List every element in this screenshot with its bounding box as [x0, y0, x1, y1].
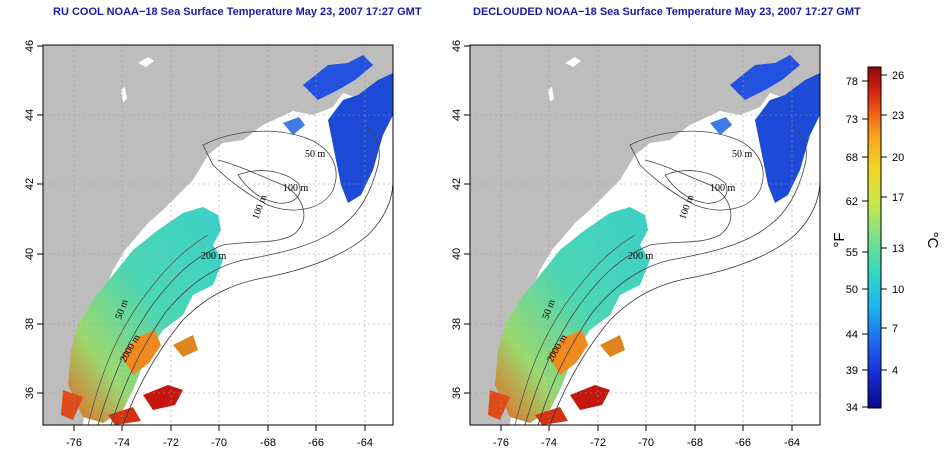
lat-tick-label: 36 — [451, 387, 463, 399]
right-plot-frame — [469, 44, 821, 426]
fahrenheit-tick-label: 39 — [846, 365, 858, 377]
left-map-panel: 50 m 100 m 200 m 50 m 2000 m 100 m — [42, 44, 394, 426]
lon-tick-label: -66 — [735, 437, 751, 449]
lon-tick-label: -74 — [541, 437, 557, 449]
lon-tick-label: -68 — [687, 437, 703, 449]
lon-tick-label: -74 — [114, 437, 130, 449]
right-lon-ticks: -76 -74 -72 -70 -68 -66 -64 — [493, 425, 800, 449]
lat-tick-label: 42 — [451, 178, 463, 190]
contour-label: 100 m — [283, 183, 309, 194]
celsius-tick-label: 17 — [892, 192, 904, 204]
fahrenheit-tick-label: 68 — [846, 152, 858, 164]
lat-tick-label: 38 — [24, 318, 36, 330]
left-plot-frame — [42, 44, 394, 426]
lon-tick-label: -68 — [260, 437, 276, 449]
lat-tick-label: 40 — [451, 248, 463, 260]
left-lon-ticks: -76 -74 -72 -70 -68 -66 -64 — [66, 425, 373, 449]
lat-tick-label: 44 — [24, 109, 36, 121]
fahrenheit-tick-label: 55 — [846, 247, 858, 259]
celsius-unit-label: °C — [924, 232, 941, 249]
right-map-panel: 50 m 100 m 200 m 50 m 2000 m 100 m — [469, 44, 821, 426]
lat-tick-label: 36 — [24, 387, 36, 399]
contour-label: 50 m — [305, 149, 326, 160]
fahrenheit-tick-label: 44 — [846, 329, 858, 341]
lon-tick-label: -76 — [493, 437, 509, 449]
lat-tick-label: 42 — [24, 178, 36, 190]
fahrenheit-tick-label: 34 — [846, 402, 858, 414]
contour-label: 50 m — [732, 149, 753, 160]
fahrenheit-unit-label: °F — [831, 232, 848, 247]
lon-tick-label: -64 — [784, 437, 800, 449]
fahrenheit-tick-label: 50 — [846, 284, 858, 296]
lat-tick-label: 44 — [451, 109, 463, 121]
colorbar-gradient — [867, 66, 882, 409]
fahrenheit-tick-label: 62 — [846, 196, 858, 208]
left-panel-title: RU COOL NOAA−18 Sea Surface Temperature … — [53, 6, 422, 18]
fahrenheit-tick-label: 73 — [846, 114, 858, 126]
right-lat-ticks: 46 44 42 40 38 36 — [451, 40, 470, 399]
left-gridlines — [43, 45, 393, 425]
lon-tick-label: -72 — [163, 437, 179, 449]
celsius-tick-label: 7 — [892, 323, 898, 335]
celsius-tick-label: 4 — [892, 365, 898, 377]
lon-tick-label: -76 — [66, 437, 82, 449]
celsius-tick-label: 10 — [892, 284, 904, 296]
lat-tick-label: 46 — [24, 40, 36, 52]
temperature-colorbar: 78 73 68 62 55 50 44 39 34 26 23 20 17 1… — [831, 66, 941, 414]
contour-label: 100 m — [710, 183, 736, 194]
lat-tick-label: 46 — [451, 40, 463, 52]
lat-tick-label: 40 — [24, 248, 36, 260]
lon-tick-label: -70 — [638, 437, 654, 449]
lat-tick-label: 38 — [451, 318, 463, 330]
celsius-tick-label: 26 — [892, 70, 904, 82]
celsius-tick-label: 23 — [892, 110, 904, 122]
contour-label: 200 m — [201, 251, 227, 262]
lon-tick-label: -72 — [590, 437, 606, 449]
lon-tick-label: -70 — [211, 437, 227, 449]
lon-tick-label: -66 — [308, 437, 324, 449]
contour-label: 200 m — [628, 251, 654, 262]
fahrenheit-tick-label: 78 — [846, 76, 858, 88]
right-gridlines — [470, 45, 820, 425]
lon-tick-label: -64 — [357, 437, 373, 449]
celsius-tick-label: 13 — [892, 243, 904, 255]
left-lat-ticks: 46 44 42 40 38 36 — [24, 40, 43, 399]
celsius-tick-label: 20 — [892, 152, 904, 164]
right-panel-title: DECLOUDED NOAA−18 Sea Surface Temperatur… — [473, 6, 861, 18]
